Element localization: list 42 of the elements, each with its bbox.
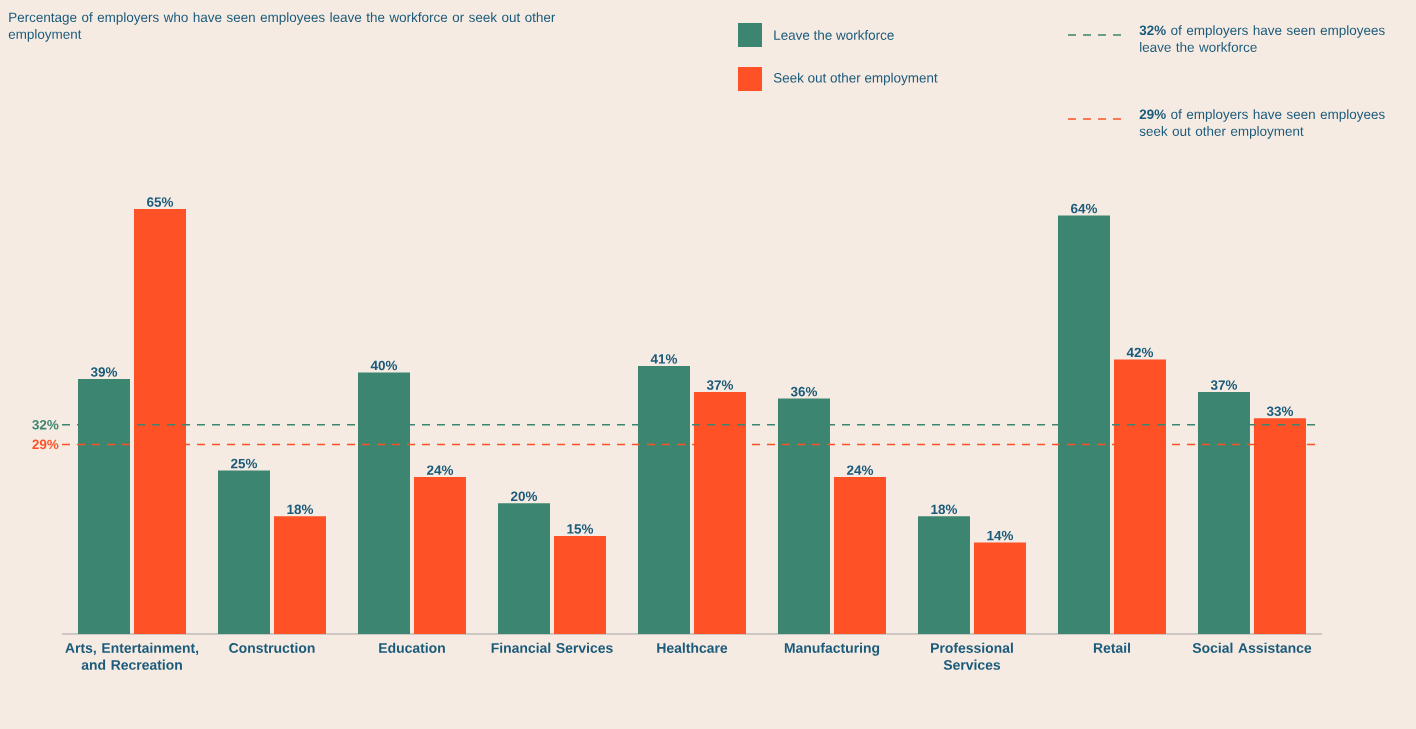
data-label: 41% <box>650 354 678 364</box>
bar <box>274 516 326 634</box>
legend-label: Leave the workforce <box>774 30 894 40</box>
data-label: 37% <box>706 380 734 390</box>
data-label: 33% <box>1266 406 1294 417</box>
bar <box>218 470 270 634</box>
bar <box>833 477 886 634</box>
x-tick-label: Retail <box>1093 642 1130 653</box>
data-label: 40% <box>370 360 398 371</box>
x-tick-label: Education <box>379 642 445 653</box>
data-label: 64% <box>1071 203 1098 214</box>
x-tick-label: Social Assistance <box>1192 642 1312 653</box>
bar <box>413 477 466 634</box>
data-label: 37% <box>1210 380 1238 390</box>
x-tick-label: Healthcare <box>657 642 728 653</box>
legend-label: Seek out other employment <box>773 72 938 86</box>
data-label: 25% <box>231 458 258 469</box>
data-label: 65% <box>147 197 174 207</box>
data-label: 18% <box>931 504 958 515</box>
bar <box>917 516 970 634</box>
legend-label: 29% of employers have seen employees seek out other employment <box>1139 109 1385 139</box>
bar <box>973 542 1026 634</box>
data-label: 20% <box>511 491 538 502</box>
chart-title: Percentage of employers who have seen employees leave the workforce or seek out other employment <box>8 12 556 42</box>
x-tick-label: Financial Services <box>491 642 613 653</box>
data-label: 18% <box>287 504 314 515</box>
legend-label: 32% of employers have seen employees leave the workforce <box>1139 25 1385 52</box>
x-tick-label: Construction <box>229 642 315 653</box>
data-label: 42% <box>1126 347 1154 358</box>
x-tick-label: Professional Services <box>931 642 1013 670</box>
data-label: 36% <box>790 386 818 397</box>
data-label: 24% <box>846 465 874 475</box>
data-label: 39% <box>90 367 118 377</box>
bar <box>497 503 550 634</box>
bar <box>553 535 606 634</box>
x-tick-label: Arts, Entertainment, and Recreation <box>65 642 199 670</box>
data-label: 14% <box>987 530 1014 541</box>
x-tick-label: Manufacturing <box>784 642 880 656</box>
data-label: 24% <box>427 465 454 475</box>
text: 29% <box>32 439 59 450</box>
text: 32% <box>32 419 59 430</box>
data-label: 15% <box>567 524 594 534</box>
